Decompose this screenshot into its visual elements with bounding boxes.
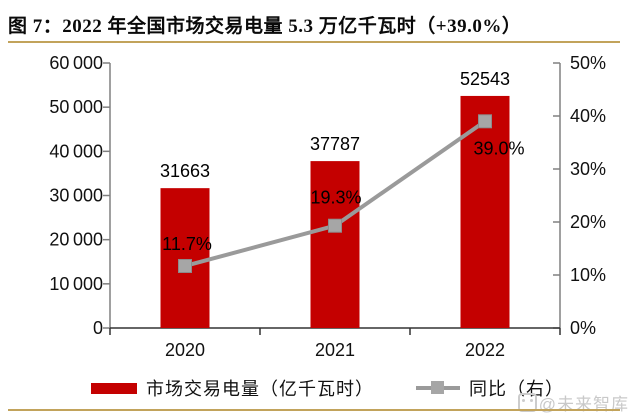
line-series-swatch: [416, 381, 460, 395]
legend-line-marker: [431, 381, 444, 394]
left-axis-tick-label: 50 000: [49, 97, 103, 117]
x-axis-category-label: 2021: [315, 340, 355, 360]
left-axis-tick-label: 0: [93, 318, 103, 338]
watermark: @未来智库: [517, 390, 629, 415]
legend-label-bar-series: 市场交易电量（亿千瓦时）: [146, 379, 374, 399]
left-axis-tick-label: 20 000: [49, 230, 103, 250]
bar-2020: [160, 188, 210, 328]
bar-value-label: 31663: [160, 161, 210, 181]
yoy-point-marker: [478, 114, 492, 129]
bar-series-swatch: [91, 382, 137, 394]
yoy-value-label: 19.3%: [310, 188, 361, 208]
bar-2022: [460, 95, 510, 328]
title-underline-rule: [8, 41, 620, 43]
yoy-value-label: 39.0%: [473, 138, 524, 158]
right-axis-tick-label: 10%: [570, 265, 606, 285]
bar-value-label: 37787: [310, 134, 360, 154]
x-axis-category-label: 2020: [165, 340, 205, 360]
left-axis-tick-label: 40 000: [49, 141, 103, 161]
yoy-point-marker: [328, 218, 342, 233]
x-axis-category-label: 2022: [465, 340, 505, 360]
right-axis-tick-label: 30%: [570, 159, 606, 179]
bar-2021: [310, 161, 360, 328]
right-axis-tick-label: 0%: [570, 318, 596, 338]
legend-item-line-series: 同比（右）: [416, 377, 564, 399]
left-axis-tick-label: 10 000: [49, 274, 103, 294]
bottom-divider-rule: [8, 409, 620, 411]
bar-value-label: 52543: [460, 69, 510, 89]
watermark-logo-icon: [517, 393, 537, 412]
yoy-value-label: 11.7%: [162, 234, 212, 254]
chart-legend: 市场交易电量（亿千瓦时） 同比（右）: [0, 377, 633, 399]
yoy-point-marker: [178, 258, 192, 273]
legend-item-bar-series: 市场交易电量（亿千瓦时）: [91, 377, 374, 399]
legend-label-line-series: 同比（右）: [469, 379, 564, 399]
right-axis-tick-label: 20%: [570, 212, 606, 232]
left-axis-tick-label: 60 000: [49, 53, 103, 73]
left-axis-tick-label: 30 000: [49, 186, 103, 206]
figure-title: 图 7：2022 年全国市场交易电量 5.3 万亿千瓦时（+39.0%）: [8, 16, 522, 37]
right-axis-tick-label: 50%: [570, 53, 606, 73]
right-axis-tick-label: 40%: [570, 106, 606, 126]
watermark-text: @未来智库: [538, 395, 629, 414]
